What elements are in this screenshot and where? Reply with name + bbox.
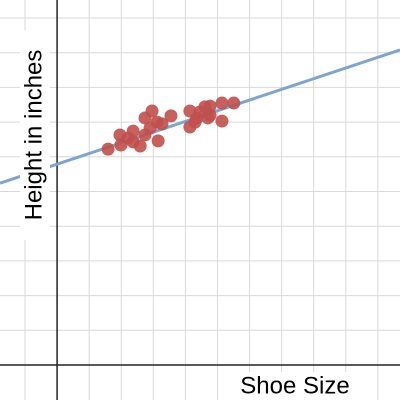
y-axis-label: Height in inches bbox=[20, 50, 47, 221]
data-point bbox=[203, 108, 217, 122]
data-point bbox=[145, 104, 159, 118]
label-bg bbox=[20, 30, 50, 240]
data-point bbox=[138, 128, 152, 142]
data-point bbox=[215, 96, 229, 110]
data-point bbox=[133, 139, 147, 153]
data-point bbox=[203, 99, 217, 113]
data-point bbox=[155, 117, 169, 131]
data-point bbox=[215, 114, 229, 128]
label-bg bbox=[222, 372, 368, 400]
x-axis-label: Shoe Size bbox=[240, 372, 349, 399]
data-point bbox=[101, 142, 115, 156]
data-point bbox=[151, 134, 165, 148]
data-point bbox=[190, 111, 204, 125]
data-point bbox=[121, 131, 135, 145]
marks bbox=[0, 48, 400, 185]
data-point bbox=[164, 109, 178, 123]
data-point bbox=[227, 96, 241, 110]
